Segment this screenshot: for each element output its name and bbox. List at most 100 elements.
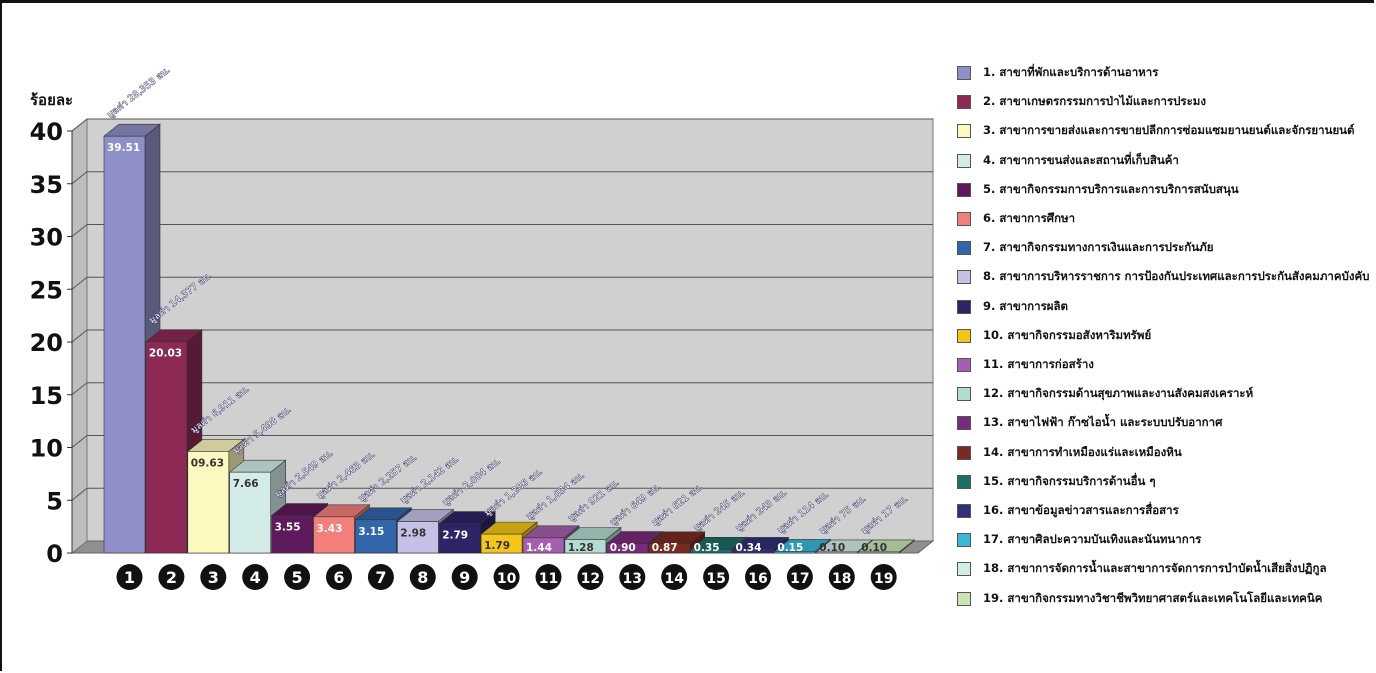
- bar-front: [857, 551, 900, 554]
- bar-front: [522, 537, 565, 554]
- bar-front: [774, 551, 816, 554]
- category-badge-circle: [745, 564, 771, 590]
- bar-value-label: 1.44: [526, 542, 552, 554]
- legend-item: 17. สาขาศิลปะความบันเทิงและนันทนาการ: [957, 529, 1201, 551]
- bar-front: [187, 451, 230, 554]
- legend-swatch: [957, 270, 971, 285]
- bar-front: [690, 549, 732, 554]
- legend-item: 13. สาขาไฟฟ้า ก๊าซไอน้ำ และระบบปรับอากาศ: [957, 412, 1222, 434]
- bar-value-label: 1.79: [484, 540, 510, 552]
- legend-label: 17. สาขาศิลปะความบันเทิงและนันทนาการ: [983, 532, 1202, 547]
- bar-front: [313, 516, 355, 554]
- category-badge-17: 17: [786, 564, 813, 590]
- bar-front: [145, 341, 188, 554]
- y-tick-label: 35: [30, 171, 63, 199]
- legend-swatch: [957, 562, 971, 577]
- legend-label: 8. สาขาการบริหารราชการ การป้องกันประเทศแ…: [983, 269, 1370, 284]
- legend-swatch: [957, 591, 971, 606]
- legend-swatch: [957, 387, 971, 402]
- legend-swatch: [957, 474, 971, 489]
- category-badge-circle: [367, 564, 394, 590]
- legend-label: 13. สาขาไฟฟ้า ก๊าซไอน้ำ และระบบปรับอากาศ: [983, 415, 1223, 430]
- legend-label: 16. สาขาข้อมูลข่าวสารและการสื่อสาร: [983, 503, 1179, 517]
- gridline-side: [71, 382, 88, 396]
- category-label: 12: [581, 571, 600, 587]
- bar-front: [648, 543, 691, 554]
- legend-label: 10. สาขากิจกรรมอสังหาริมทรัพย์: [983, 327, 1152, 342]
- category-badge-circle: [703, 564, 730, 590]
- legend-label: 1. สาขาที่พักและบริการด้านอาหาร: [983, 65, 1159, 79]
- legend-item: 3. สาขาการขายส่งและการขายปลีกการซ่อมแซมย…: [957, 120, 1355, 142]
- legend-swatch: [957, 66, 971, 80]
- category-label: 3: [208, 568, 219, 587]
- legend-item: 2. สาขาเกษตรกรรมการป่าไม้และการประมง: [957, 91, 1206, 113]
- category-badge-10: 10: [493, 564, 520, 590]
- category-label: 19: [874, 571, 893, 587]
- legend-label: 6. สาขาการศึกษา: [983, 211, 1076, 225]
- bar-front: [103, 135, 146, 554]
- bar-value-label: 0.35: [694, 542, 720, 554]
- legend-swatch: [957, 153, 971, 168]
- y-tick-label: 0: [46, 540, 63, 568]
- bar-value-label: 09.63: [191, 457, 224, 469]
- legend-label: 11. สาขาการก่อสร้าง: [983, 357, 1094, 371]
- category-label: 4: [250, 568, 261, 587]
- category-label: 17: [790, 571, 809, 587]
- category-badge-18: 18: [828, 564, 855, 590]
- category-label: 6: [333, 568, 344, 587]
- bar-front: [732, 549, 774, 554]
- legend-swatch: [957, 533, 971, 548]
- legend-swatch: [957, 124, 971, 139]
- y-tick-label: 40: [30, 118, 63, 146]
- bar-front: [480, 533, 523, 554]
- category-badge-circle: [451, 564, 478, 590]
- legend-swatch: [957, 241, 971, 256]
- category-label: 18: [832, 571, 851, 587]
- gridline-side: [71, 487, 88, 501]
- category-badge-circle: [158, 564, 185, 590]
- gridline-side: [71, 276, 88, 290]
- bar-front: [564, 539, 607, 554]
- legend-item: 19. สาขากิจกรรมทางวิชาชีพวิทยาศาสตร์และเ…: [957, 588, 1322, 610]
- bar-value-label: 3.55: [275, 522, 301, 534]
- legend-item: 7. สาขากิจกรรมทางการเงินและการประกันภัย: [957, 237, 1213, 259]
- category-badge-circle: [661, 564, 688, 590]
- category-badge-6: 6: [326, 564, 352, 590]
- category-label: 16: [748, 571, 767, 587]
- bar-value-label: 3.15: [358, 526, 384, 538]
- legend-label: 7. สาขากิจกรรมทางการเงินและการประกันภัย: [983, 240, 1214, 255]
- bar-value-label: 0.34: [736, 542, 762, 554]
- legend-label: 2. สาขาเกษตรกรรมการป่าไม้และการประมง: [983, 94, 1206, 109]
- category-label: 8: [417, 568, 428, 587]
- category-badge-circle: [326, 564, 352, 590]
- legend-label: 5. สาขากิจกรรมการบริการและการบริการสนับส…: [983, 181, 1239, 196]
- legend-item: 8. สาขาการบริหารราชการ การป้องกันประเทศแ…: [957, 266, 1369, 288]
- y-tick-label: 25: [30, 276, 63, 304]
- legend-swatch: [957, 504, 971, 518]
- gridline-side: [71, 329, 88, 343]
- legend-label: 3. สาขาการขายส่งและการขายปลีกการซ่อมแซมย…: [983, 123, 1355, 138]
- category-badge-circle: [284, 564, 311, 590]
- legend-label: 9. สาขาการผลิต: [983, 298, 1069, 313]
- legend-swatch: [957, 328, 971, 343]
- category-badge-11: 11: [535, 564, 562, 590]
- category-badge-circle: [200, 564, 227, 590]
- category-badge-circle: [577, 564, 604, 590]
- category-badge-circle: [493, 564, 520, 590]
- bar-front: [606, 543, 649, 554]
- legend-item: 15. สาขากิจกรรมบริการด้านอื่น ๆ: [957, 471, 1156, 493]
- legend-item: 11. สาขาการก่อสร้าง: [957, 354, 1094, 376]
- bar-value-label: 0.10: [819, 542, 845, 554]
- category-label: 14: [664, 571, 684, 587]
- category-label: 11: [539, 571, 558, 587]
- category-label: 5: [292, 568, 303, 587]
- legend-item: 18. สาขาการจัดการน้ำและสาขาการจัดการการบ…: [957, 558, 1327, 580]
- category-badge-9: 9: [451, 564, 478, 590]
- legend-item: 16. สาขาข้อมูลข่าวสารและการสื่อสาร: [957, 500, 1179, 522]
- y-tick-label: 10: [30, 435, 63, 463]
- category-label: 10: [497, 571, 517, 587]
- bar-front: [815, 551, 858, 554]
- category-label: 13: [623, 571, 642, 587]
- legend-label: 19. สาขากิจกรรมทางวิชาชีพวิทยาศาสตร์และเ…: [983, 590, 1323, 605]
